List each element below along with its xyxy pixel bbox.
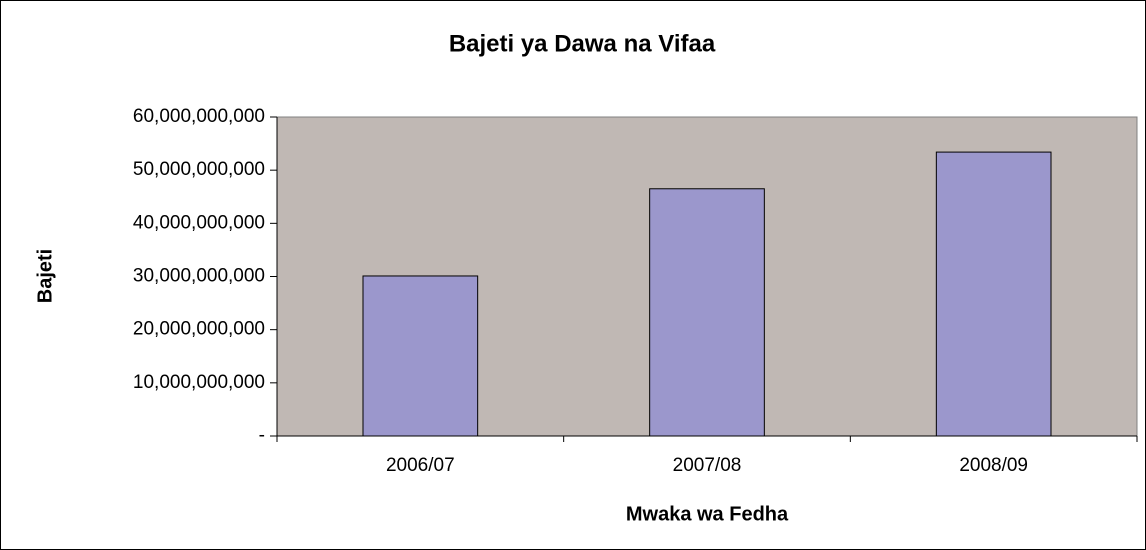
bar xyxy=(935,151,1052,437)
y-tick-label: 60,000,000,000 xyxy=(133,106,265,127)
bar xyxy=(362,275,479,437)
y-tick-label: 40,000,000,000 xyxy=(133,212,265,233)
y-tick-label: 30,000,000,000 xyxy=(133,266,265,287)
y-tick-label: 50,000,000,000 xyxy=(133,159,265,180)
y-tick-label: 10,000,000,000 xyxy=(133,372,265,393)
y-tick-label: - xyxy=(259,425,265,446)
chart-title: Bajeti ya Dawa na Vifaa xyxy=(449,30,716,57)
bar xyxy=(649,188,765,437)
y-axis-title: Bajeti xyxy=(34,249,56,303)
x-tick-label: 2007/08 xyxy=(673,455,742,476)
x-tick-label: 2008/09 xyxy=(959,455,1028,476)
y-tick-label: 20,000,000,000 xyxy=(133,319,265,340)
x-tick-label: 2006/07 xyxy=(386,455,455,476)
x-axis-title: Mwaka wa Fedha xyxy=(626,503,789,525)
